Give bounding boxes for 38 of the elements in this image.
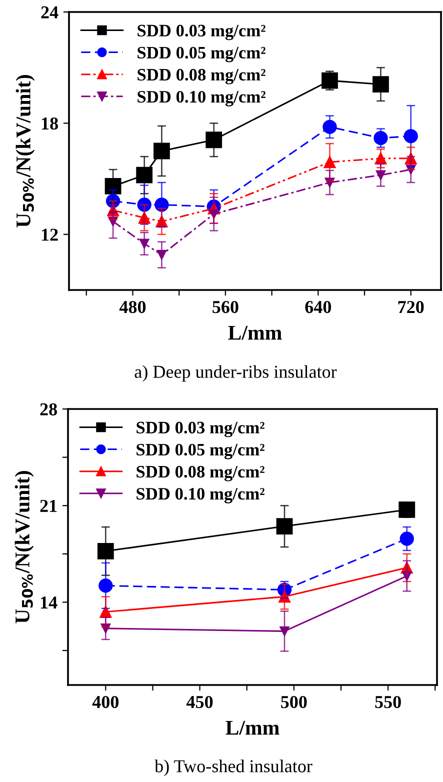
point bbox=[154, 142, 170, 160]
legend-label: SDD 0.03 mg/cm² bbox=[138, 24, 266, 40]
x-axis-title: L/mm bbox=[226, 720, 280, 735]
point bbox=[136, 166, 153, 184]
y-tick-label: 28 bbox=[40, 403, 57, 416]
point bbox=[206, 132, 222, 148]
y-tick-label: 12 bbox=[42, 228, 58, 241]
point bbox=[97, 542, 114, 560]
point bbox=[104, 178, 122, 194]
text: b) Two-shed insulator bbox=[154, 760, 312, 776]
x-tick-label: 640 bbox=[305, 300, 332, 314]
y-axis-title: U$_{50%}$/N(kV/unit) bbox=[16, 75, 35, 228]
legend-label: SDD 0.10 mg/cm² bbox=[136, 488, 264, 504]
y-tick-label: 24 bbox=[41, 6, 58, 18]
point bbox=[398, 502, 416, 518]
x-tick-label: 400 bbox=[92, 696, 119, 708]
point bbox=[276, 518, 293, 534]
x-tick-label: 500 bbox=[281, 696, 307, 708]
text: a) Deep under-ribs insulator bbox=[134, 365, 337, 382]
legend-label: SDD 0.08 mg/cm² bbox=[138, 68, 266, 84]
point bbox=[400, 532, 414, 546]
x-tick-label: 480 bbox=[119, 300, 146, 314]
x-tick-label: 560 bbox=[212, 300, 238, 314]
y-axis-title: U$_{50%}$/N(kV/unit) bbox=[14, 471, 34, 624]
y-tick-label: 21 bbox=[40, 500, 57, 512]
legend-label: SDD 0.05 mg/cm² bbox=[138, 46, 266, 62]
legend-label: SDD 0.10 mg/cm² bbox=[138, 90, 266, 106]
y-tick-label: 14 bbox=[40, 596, 58, 608]
legend-label: SDD 0.05 mg/cm² bbox=[136, 444, 264, 460]
x-tick-label: 450 bbox=[186, 696, 213, 708]
x-axis-title: L/mm bbox=[228, 326, 282, 340]
point bbox=[372, 76, 389, 92]
legend-label: SDD 0.08 mg/cm² bbox=[136, 466, 264, 482]
x-tick-label: 720 bbox=[398, 300, 424, 314]
y-tick-label: 18 bbox=[42, 117, 58, 130]
legend-label: SDD 0.03 mg/cm² bbox=[136, 422, 264, 438]
point bbox=[322, 72, 338, 89]
x-tick-label: 550 bbox=[375, 696, 401, 708]
